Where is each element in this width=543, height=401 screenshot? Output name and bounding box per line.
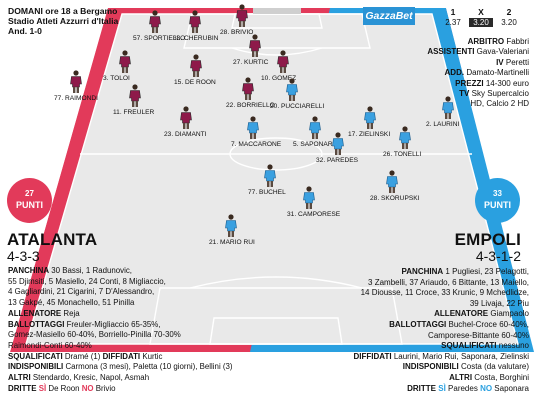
odds-label-2: 2 [506,7,512,17]
atalanta-info-line: PANCHINA 30 Bassi, 1 Radunovic, [8,266,132,275]
atalanta-player-name: 22. BORRIELLO [226,102,275,109]
atalanta-player-name: 77. RAIMONDI [54,95,98,102]
match-date: DOMANI ore 18 a Bergamo [8,6,118,16]
atalanta-player-figure [119,50,131,79]
empoli-player-figure [386,170,398,199]
empoli-player-figure [247,116,259,145]
atalanta-info-line: 55 Djimsiti, 5 Masiello, 24 Conti, 8 Mig… [8,276,166,286]
atalanta-player-figure [189,10,201,39]
atalanta-info-line: ALTRI Stendardo, Kresic, Napol, Asmah [8,373,150,383]
empoli-player-figure [264,164,276,193]
atalanta-player-name: 11. FREULER [113,109,155,116]
empoli-player-figure [442,96,454,125]
atalanta-info-line: DRITTE SÌ De Roon NO Brivio [8,383,116,393]
atalanta-info-line: SQUALIFICATI Dramé (1) DIFFIDATI Kurtic [8,351,163,361]
empoli-player-figure [225,214,237,243]
atalanta-points-label: PUNTI [16,200,43,210]
odds-value-2: 3.20 [501,18,517,27]
empoli-player-name: 28. SKORUPSKI [370,195,420,202]
atalanta-info-line: ALLENATORE Reja [8,308,80,318]
atalanta-info-line: 13 Gakpé, 45 Monachello, 51 Pinilla [8,298,135,308]
odds-label-1: 1 [450,7,456,17]
empoli-info-line: DRITTE SÌ Paredes NO Saponara [407,383,529,393]
empoli-points: 33 [493,189,502,198]
empoli-info-line: SQUALIFICATI nessuno [441,341,529,351]
empoli-player-figure [309,116,321,145]
atalanta-info: PANCHINA 30 Bassi, 1 Radunovic, 55 Djims… [8,266,233,394]
atalanta-player-name: 27. KURTIC [233,59,269,66]
empoli-player-name: 17. ZIELINSKI [348,131,391,138]
atalanta-player-figure [149,10,161,39]
empoli-info: PANCHINA 1 Pugliesi, 23 Pelagotti, 3 Zam… [354,267,529,394]
odds-brand: GazzaBet [363,7,415,25]
odds-value-1: 2.37 [445,18,461,27]
official-prezzi: PREZZI 14-300 euro [455,78,529,88]
empoli-player-figure [364,106,376,135]
atalanta-info-line: Raimondi-Conti 60-40% [8,340,92,350]
official-iv: IV Peretti [496,57,529,67]
empoli-info-line: PANCHINA 1 Pugliesi, 23 Pelagotti, [401,267,529,276]
atalanta-player-name: 28. BRIVIO [220,29,254,36]
empoli-player-figure [399,126,411,155]
empoli-player-figure [303,186,315,215]
atalanta-player-name: 23. DIAMANTI [164,131,207,138]
empoli-player-name: 77. BUCHEL [248,189,286,196]
empoli-player-name: 26. TONELLI [383,151,422,158]
atalanta-player-figure [70,70,82,99]
empoli-player-name: 2. LAURINI [426,121,460,128]
empoli-info-line: DIFFIDATI Laurini, Mario Rui, Saponara, … [353,351,529,361]
atalanta-player-figure [190,54,202,83]
atalanta-name: ATALANTA [7,230,98,249]
atalanta-player-figure [249,34,261,63]
empoli-info-line: BALLOTTAGGI Buchel-Croce 60-40%, [389,319,529,329]
official-arbitro: ARBITRO Fabbri [467,37,529,46]
official-add: ADD. Damato-Martinelli [444,68,529,78]
atalanta-info-line: BALLOTTAGGI Freuler-Migliaccio 65-35%, [8,319,161,329]
atalanta-player-figure [277,50,289,79]
atalanta-info-line: INDISPONIBILI Carmona (3 mesi), Paletta … [8,362,233,372]
official-tv-line2: HD, Calcio 2 HD [470,99,529,109]
empoli-info-line: ALTRI Costa, Borghini [449,372,529,382]
empoli-player-name: 31. CAMPORESE [287,211,341,218]
atalanta-player-name: 10. GOMEZ [261,75,297,82]
odds-value-x: 3.20 [469,18,493,27]
empoli-player-figure [286,78,298,107]
atalanta-player-figure [180,106,192,135]
empoli-player-name: 20. PUCCIARELLI [270,103,325,110]
empoli-info-line: 3 Zambelli, 37 Ariaudo, 6 Bittante, 13 M… [368,277,529,287]
atalanta-info-line: 4 Gagliardini, 21 Cigarini, 7 D'Alessand… [8,287,155,297]
atalanta-formation: 4-3-3 [7,248,40,264]
match-stadium: Stadio Atleti Azzurri d'Italia [8,16,119,26]
atalanta-player-figure [129,84,141,113]
odds-label-x: X [478,7,484,17]
officials: ARBITRO Fabbri ASSISTENTI Gava-Valeriani… [427,37,529,110]
atalanta-player-figure [242,77,254,106]
empoli-info-line: ALLENATORE Giampaolo [434,309,529,319]
match-first-leg: And. 1-0 [8,26,42,36]
atalanta-player-name: 3. TOLOI [103,75,130,82]
empoli-info-line: Camporese-Bittante 60-40% [428,330,529,340]
atalanta-player-figure [236,4,248,33]
empoli-points-label: PUNTI [484,200,511,210]
empoli-info-line: INDISPONIBILI Costa (da valutare) [402,362,529,372]
empoli-player-name: 5. SAPONARA [293,141,337,148]
empoli-player-figure [332,132,344,161]
empoli-name: EMPOLI [454,230,521,249]
empoli-formation: 4-3-1-2 [475,248,521,264]
atalanta-player-name: 33. CHERUBIN [173,35,219,42]
atalanta-points: 27 [25,189,34,198]
official-tv: TV Sky Supercalcio [459,89,529,99]
official-assistenti: ASSISTENTI Gava-Valeriani [427,47,529,57]
match-info: DOMANI ore 18 a Bergamo Stadio Atleti Az… [8,6,118,36]
empoli-player-name: 32. PAREDES [316,157,359,164]
empoli-info-line: 14 Diousse, 11 Croce, 33 Krunic, 9 Mched… [360,288,529,298]
atalanta-player-name: 57. SPORTIELLO [133,35,186,42]
atalanta-points-badge: 27 PUNTI [7,178,52,223]
empoli-player-name: 7. MACCARONE [231,141,282,148]
empoli-player-name: 21. MARIO RUI [209,239,255,246]
empoli-info-line: 39 Livaja, 22 Piu [469,298,529,308]
empoli-points-badge: 33 PUNTI [475,178,520,223]
atalanta-info-line: Gomez-Masiello 60-40%, Borriello-Pinilla… [8,330,181,340]
atalanta-player-name: 15. DE ROON [174,79,216,86]
